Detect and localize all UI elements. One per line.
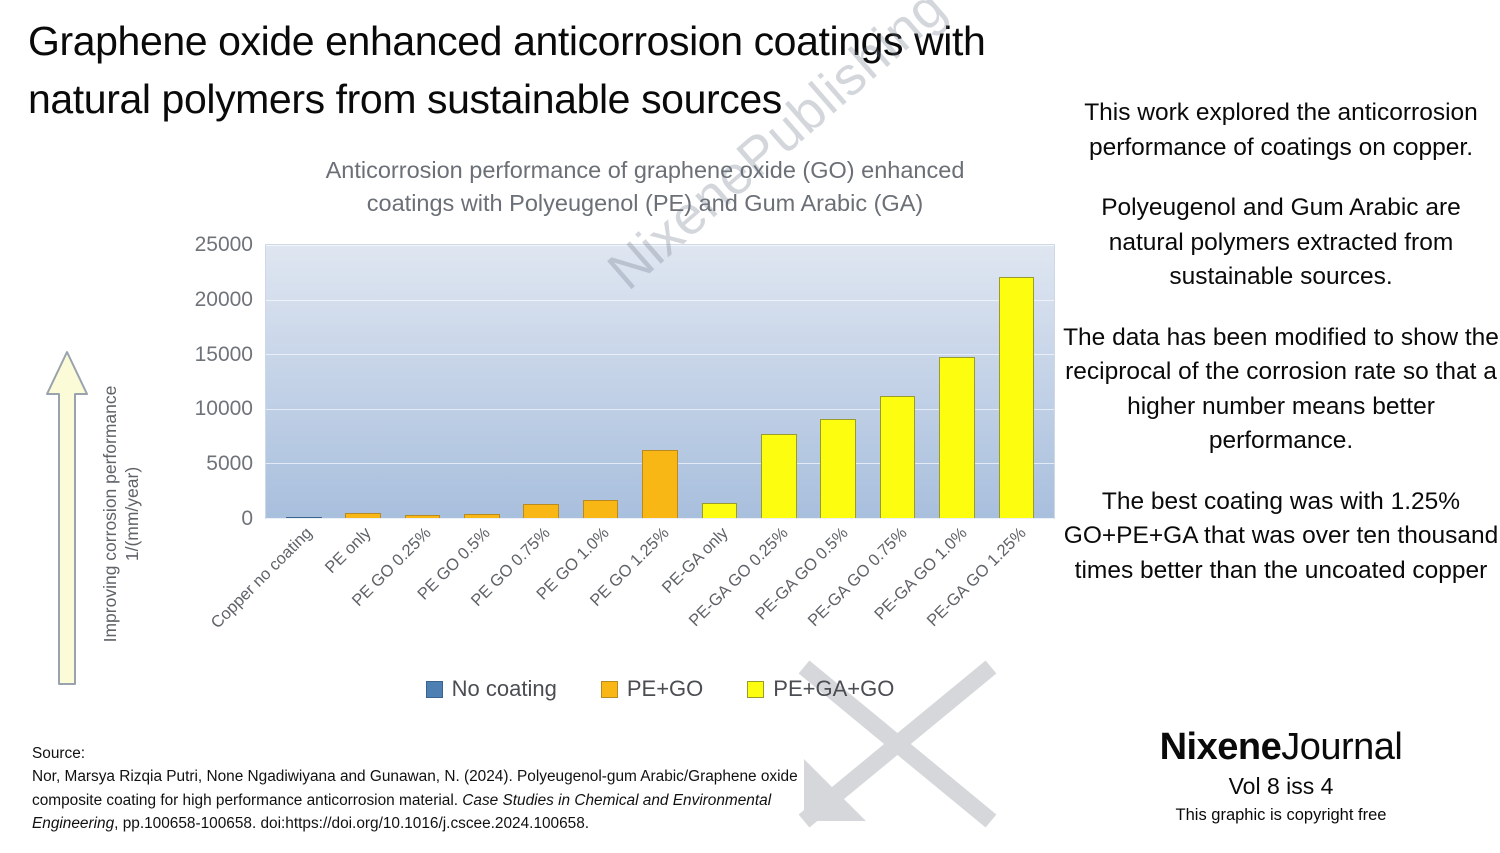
bar-slot — [393, 245, 452, 518]
commentary-paragraph: The data has been modified to show the r… — [1063, 323, 1499, 455]
bar[interactable] — [285, 517, 322, 518]
brand-name-light: Journal — [1281, 726, 1403, 768]
legend-label: PE+GO — [626, 676, 704, 701]
x-label-slot: PE GO 0.75% — [468, 520, 571, 680]
brand-volume: Vol 8 iss 4 — [1228, 773, 1334, 799]
x-axis-labels: Copper no coating PE only PE GO 0.25% PE GO… — [207, 520, 1055, 680]
commentary-panel: This work explored the anticorrosion per… — [1062, 96, 1500, 614]
source-line-1: Nor, Marsya Rizqia Putri, None Ngadiwiya… — [32, 768, 798, 786]
bar[interactable] — [998, 276, 1035, 518]
source-line-2-plain: composite coating for high performance a… — [32, 791, 463, 809]
bar[interactable] — [404, 515, 441, 518]
y-axis-tick-label: 25000 — [194, 233, 253, 256]
legend-swatch — [600, 680, 618, 698]
plot-area: 0 5000 10000 15000 20000 25000 NixenePublishi… — [195, 0, 1055, 828]
legend-swatch — [425, 680, 443, 698]
chart-title: Anticorrosion performance of graphene ox… — [325, 157, 965, 217]
commentary-paragraph: Polyeugenol and Gum Arabic are natural p… — [1101, 194, 1461, 291]
bar-slot — [690, 245, 749, 518]
bar[interactable] — [701, 502, 738, 518]
bar[interactable] — [523, 503, 560, 518]
legend-swatch — [747, 680, 765, 698]
brand-name: NixeneJournal — [1062, 726, 1500, 769]
legend-label: No coating — [451, 676, 557, 701]
bar-slot — [274, 245, 333, 518]
bar-slot — [868, 245, 927, 518]
x-label-slot: Copper no coating — [207, 520, 333, 680]
brand-footer: NixeneJournal Vol 8 iss 4 This graphic i… — [1062, 726, 1500, 825]
x-label-slot: PE GO 0.25% — [349, 520, 452, 680]
bar-slot — [809, 245, 868, 518]
chart-legend: No coating PE+GO PE+GA+GO — [265, 676, 1055, 702]
source-journal-name-part2: Engineering — [32, 815, 115, 833]
gridline: 20000 — [195, 288, 1054, 311]
y-axis-tick-label: 0 — [241, 507, 253, 530]
bar[interactable] — [582, 499, 619, 518]
bar[interactable] — [761, 434, 797, 518]
y-axis-tick-label: 20000 — [194, 287, 253, 311]
bar[interactable] — [345, 513, 381, 518]
source-line-2: composite coating for high performance a… — [32, 789, 1022, 812]
bar-slot — [452, 245, 511, 518]
bar[interactable] — [642, 449, 678, 518]
legend-item[interactable]: PE+GO — [600, 676, 704, 702]
bar[interactable] — [820, 419, 857, 518]
bar-slot — [987, 245, 1046, 518]
x-label-slot: PE GO 1.25% — [587, 520, 690, 680]
source-citation: Source: Nor, Marsya Rizqia Putri, None N… — [32, 742, 1022, 836]
y-axis-tick-label: 15000 — [194, 342, 253, 366]
source-doi: , pp.100658-100658. doi:https://doi.org/… — [114, 815, 590, 833]
bar-slot — [333, 245, 392, 518]
bar-slot — [630, 245, 689, 518]
bar[interactable] — [939, 357, 975, 518]
commentary-paragraph: This work explored the anticorrosion per… — [1084, 99, 1478, 161]
source-line-3: Engineering, pp.100658-100658. doi:https… — [32, 812, 1022, 835]
gridline: 25000 — [195, 233, 1054, 256]
source-heading: Source: — [32, 745, 86, 762]
gridline: 10000 — [195, 397, 1054, 420]
bar[interactable] — [464, 514, 500, 518]
bar-slot — [749, 245, 808, 518]
bar-slot — [571, 245, 630, 518]
commentary-paragraph: The best coating was with 1.25% GO+PE+GA… — [1063, 487, 1499, 584]
x-label-slot: PE-GA GO 1.25% — [924, 520, 1047, 680]
chart-container: Anticorrosion performance of graphene ox… — [0, 0, 1075, 828]
bar-slot — [512, 245, 571, 518]
legend-item[interactable]: PE+GA+GO — [747, 676, 894, 702]
gridline: 0 — [241, 507, 1054, 530]
brand-name-bold: Nixene — [1159, 726, 1282, 768]
plot-wrapper: 0 5000 10000 15000 20000 25000 NixenePublishi… — [195, 0, 1055, 828]
y-axis-label: Improving corrosion performance 1/(mm/ye… — [100, 385, 142, 643]
gridline: 15000 — [195, 343, 1054, 366]
brand-copyright: This graphic is copyright free — [1175, 806, 1387, 824]
legend-item[interactable]: No coating — [425, 676, 557, 702]
y-axis-tick-label: 5000 — [206, 452, 253, 476]
source-journal-name-part1: Case Studies in Chemical and Environment… — [462, 791, 772, 809]
improving-arrow-icon — [46, 351, 88, 685]
bar[interactable] — [879, 396, 916, 518]
legend-label: PE+GA+GO — [773, 676, 895, 701]
y-axis-tick-label: 10000 — [194, 397, 253, 421]
page-title: Graphene oxide enhanced anticorrosion co… — [28, 18, 986, 123]
bar-group — [266, 245, 1054, 518]
x-axis-tick-label: Copper no coating — [207, 524, 316, 633]
bar-slot — [927, 245, 986, 518]
